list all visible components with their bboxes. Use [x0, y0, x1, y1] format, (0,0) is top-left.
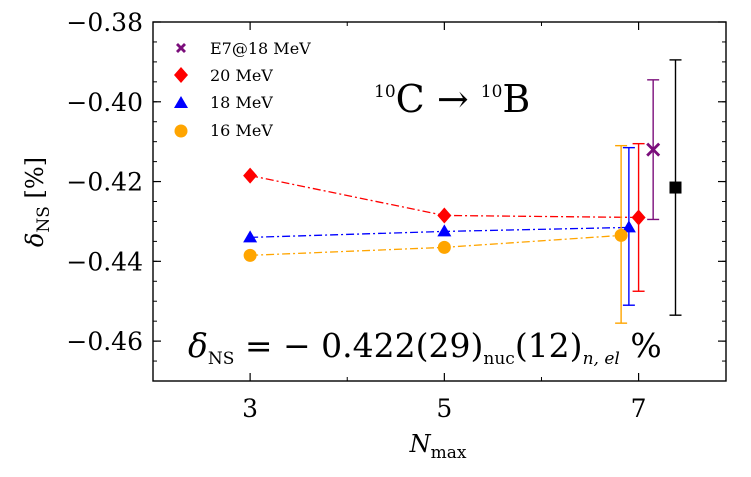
data-point-16-mev [614, 228, 628, 242]
result-annotation: δNS = − 0.422(29)nuc(12)n, el % [188, 326, 662, 369]
legend-triangle-marker [174, 96, 188, 108]
final-result-point [669, 181, 682, 194]
data-point-e7-18-mev [646, 142, 661, 157]
reaction-label: 10C → 10B [374, 77, 530, 121]
y-tick-label: −0.40 [66, 88, 143, 117]
data-point-20-mev [437, 207, 452, 224]
legend-circle-marker [174, 124, 188, 138]
legend-item-20mev: 20 MeV [174, 66, 273, 85]
y-tick-label: −0.46 [66, 327, 143, 356]
data-markers [243, 142, 682, 262]
legend-label-20mev: 20 MeV [210, 66, 273, 85]
series-line-16-mev [250, 234, 622, 256]
legend-label-16mev: 16 MeV [210, 121, 273, 140]
legend-item-16mev: 16 MeV [174, 121, 273, 140]
y-axis-title: δNS [%] [21, 157, 54, 247]
legend-label-e7: E7@18 MeV [210, 39, 311, 58]
legend-label-18mev: 18 MeV [210, 93, 273, 112]
data-point-16-mev [437, 240, 451, 254]
x-tick-label: 5 [436, 394, 452, 423]
legend: E7@18 MeV 20 MeV 18 MeV 16 MeV [174, 39, 311, 140]
y-tick-label: −0.44 [66, 247, 143, 276]
legend-x-marker [176, 43, 186, 53]
legend-item-18mev: 18 MeV [174, 93, 273, 112]
data-point-18-mev [621, 220, 636, 233]
x-axis-title: Nmax [409, 430, 467, 463]
data-point-20-mev [631, 209, 646, 226]
x-tick-label: 3 [242, 394, 258, 423]
axis-ticks: −0.38 −0.40 −0.42 −0.44 −0.46 3 5 7 [66, 8, 726, 423]
legend-item-e7: E7@18 MeV [176, 39, 311, 58]
y-tick-label: −0.42 [66, 168, 143, 197]
data-point-20-mev [243, 167, 258, 184]
x-tick-label: 7 [631, 394, 647, 423]
data-point-16-mev [243, 248, 257, 262]
y-tick-label: −0.38 [66, 8, 143, 37]
data-point-18-mev [243, 230, 258, 243]
legend-diamond-marker [174, 67, 188, 83]
data-point-18-mev [437, 224, 452, 237]
